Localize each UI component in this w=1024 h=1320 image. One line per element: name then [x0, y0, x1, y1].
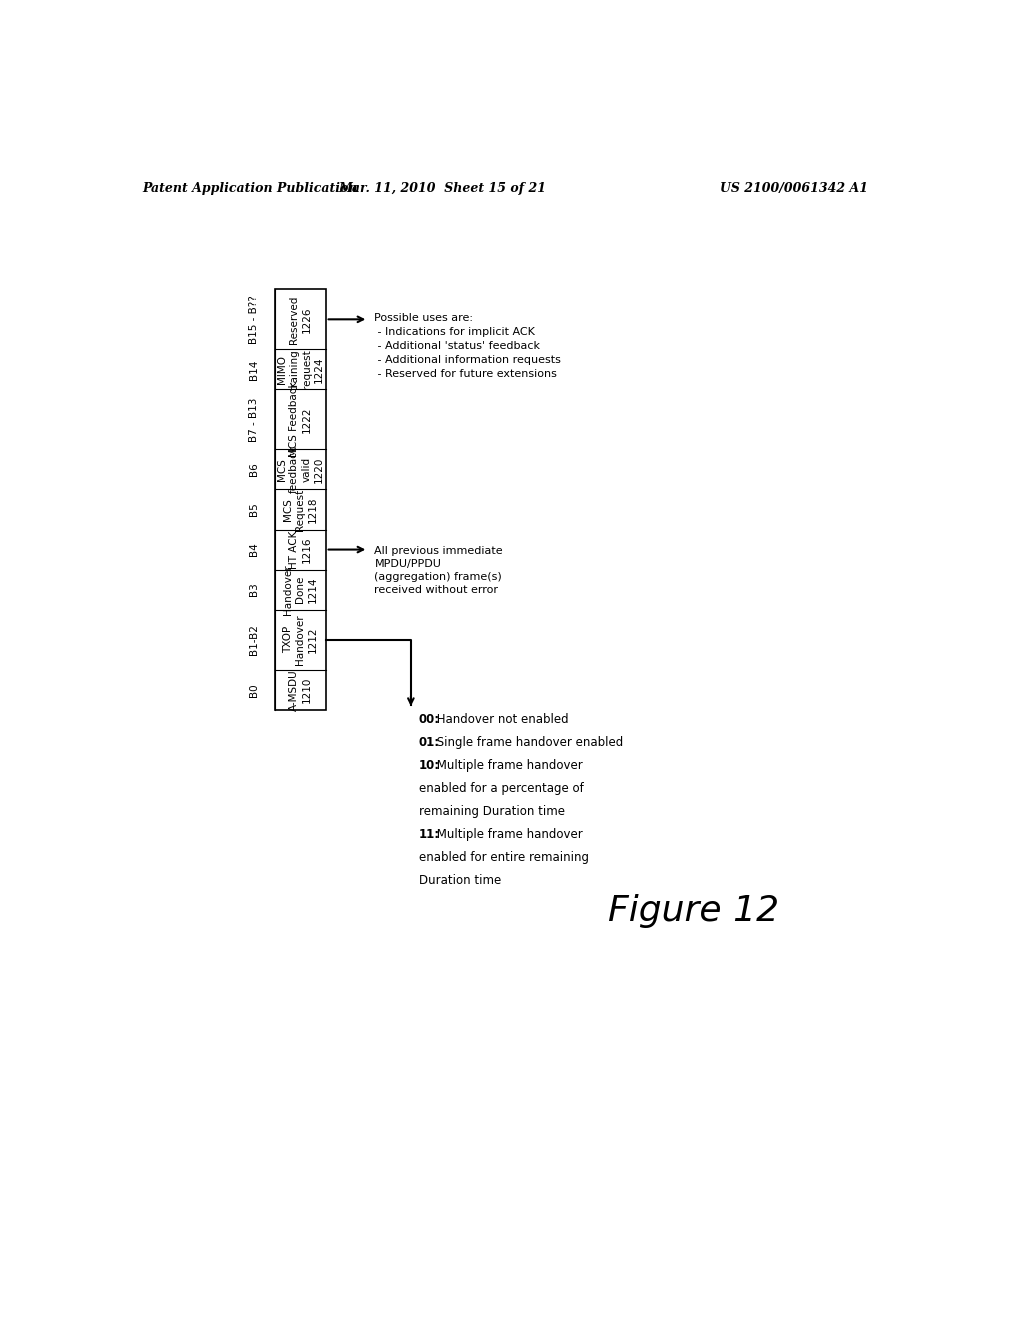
- Text: 00:: 00:: [419, 713, 439, 726]
- Text: MIMO
training
request
1224: MIMO training request 1224: [276, 348, 324, 389]
- Text: B3: B3: [249, 582, 259, 597]
- Text: Single frame handover enabled: Single frame handover enabled: [433, 735, 624, 748]
- Text: B15 - B??: B15 - B??: [249, 294, 259, 343]
- Text: Multiple frame handover: Multiple frame handover: [433, 828, 583, 841]
- Text: enabled for a percentage of: enabled for a percentage of: [419, 781, 584, 795]
- Text: HT ACK
1216: HT ACK 1216: [289, 531, 311, 569]
- Text: B0: B0: [249, 682, 259, 697]
- Text: TXOP
Handover
1212: TXOP Handover 1212: [283, 614, 317, 665]
- Text: B14: B14: [249, 359, 259, 380]
- Text: 11:: 11:: [419, 828, 439, 841]
- Text: enabled for entire remaining: enabled for entire remaining: [419, 851, 589, 865]
- Text: Mar. 11, 2010  Sheet 15 of 21: Mar. 11, 2010 Sheet 15 of 21: [338, 182, 546, 194]
- Text: Figure 12: Figure 12: [608, 895, 779, 928]
- Text: B1-B2: B1-B2: [249, 624, 259, 655]
- Text: Multiple frame handover: Multiple frame handover: [433, 759, 583, 772]
- Text: Handover not enabled: Handover not enabled: [433, 713, 569, 726]
- Text: US 2100/0061342 A1: US 2100/0061342 A1: [721, 182, 868, 194]
- Text: Handover
Done
1214: Handover Done 1214: [283, 564, 317, 615]
- Text: All previous immediate
MPDU/PPDU
(aggregation) frame(s)
received without error: All previous immediate MPDU/PPDU (aggreg…: [375, 545, 503, 595]
- Text: MCS
Request
1218: MCS Request 1218: [283, 488, 317, 531]
- Text: Patent Application Publication: Patent Application Publication: [142, 182, 357, 194]
- Text: B5: B5: [249, 503, 259, 516]
- Text: Duration time: Duration time: [419, 874, 501, 887]
- Text: B4: B4: [249, 543, 259, 557]
- Text: MCS Feedback
1222: MCS Feedback 1222: [289, 381, 311, 457]
- Text: A-MSDU
1210: A-MSDU 1210: [289, 669, 311, 710]
- Text: B6: B6: [249, 462, 259, 477]
- Bar: [275, 289, 326, 710]
- Text: Possible uses are:
 - Indications for implicit ACK
 - Additional 'status' feedba: Possible uses are: - Indications for imp…: [375, 313, 561, 379]
- Text: MCS
feedback
valid
1220: MCS feedback valid 1220: [276, 445, 324, 494]
- Text: remaining Duration time: remaining Duration time: [419, 805, 564, 818]
- Text: 01:: 01:: [419, 735, 439, 748]
- Text: B7 - B13: B7 - B13: [249, 397, 259, 442]
- Text: Reserved
1226: Reserved 1226: [289, 296, 311, 343]
- Text: 10:: 10:: [419, 759, 439, 772]
